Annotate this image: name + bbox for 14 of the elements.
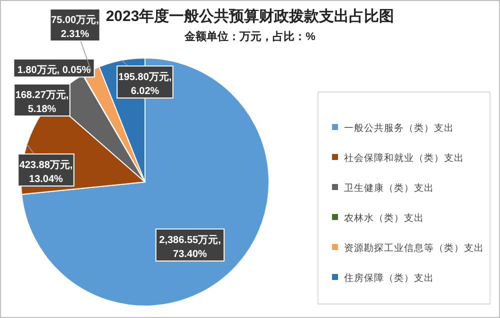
data-label: 423.88万元, 13.04% [19,159,73,185]
data-label: 75.00万元, 2.31% [51,14,100,40]
legend-label: 农林水（类）支出 [344,212,424,224]
data-label: 168.27万元, 5.18% [15,89,69,115]
data-label: 1.80万元, 0.05% [17,64,91,76]
legend-label: 住房保障（类）支出 [344,272,434,284]
data-label: 2,386.55万元, 73.40% [159,234,222,260]
legend-label: 一般公共服务（类）支出 [344,122,454,134]
legend-label: 资源勘探工业信息等（类）支出 [344,242,484,254]
legend-label: 社会保障和就业（类）支出 [344,152,464,164]
data-label: 195.80万元, 6.02% [118,71,172,97]
text: 金额单位：万元，占比：% [184,30,316,43]
legend-label: 卫生健康（类）支出 [344,182,434,194]
chart-title: 2023年度一般公共预算财政拨款支出占比图 [106,7,394,25]
